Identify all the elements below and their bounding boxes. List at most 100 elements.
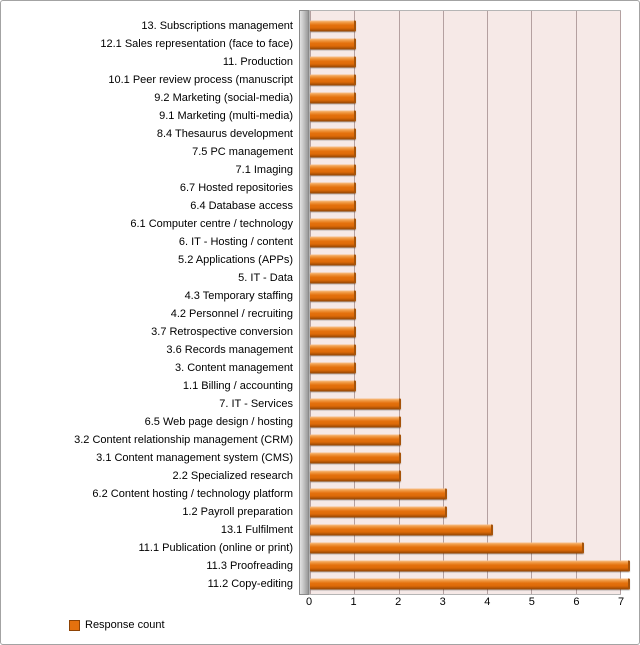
chart-row: 12.1 Sales representation (face to face) bbox=[11, 35, 629, 53]
category-label: 6.7 Hosted repositories bbox=[179, 182, 293, 194]
bar-track bbox=[309, 269, 629, 287]
category-label: 7. IT - Services bbox=[219, 398, 293, 410]
category-label: 12.1 Sales representation (face to face) bbox=[100, 38, 293, 50]
bar-track bbox=[309, 503, 629, 521]
gridline bbox=[531, 11, 533, 594]
chart-row: 3. Content management bbox=[11, 359, 629, 377]
chart-row: 7.1 Imaging bbox=[11, 161, 629, 179]
legend: Response count bbox=[69, 619, 629, 631]
category-label: 3.2 Content relationship management (CRM… bbox=[74, 434, 293, 446]
plot-area: 13. Subscriptions management 12.1 Sales r… bbox=[11, 10, 630, 595]
category-label: 11.1 Publication (online or print) bbox=[138, 542, 294, 554]
bar bbox=[310, 524, 493, 536]
bar bbox=[310, 434, 402, 446]
category-label: 7.5 PC management bbox=[192, 146, 293, 158]
chart-row: 10.1 Peer review process (manuscript bbox=[11, 71, 629, 89]
category-label: 11.3 Proofreading bbox=[206, 560, 293, 572]
bar-track bbox=[309, 71, 629, 89]
category-label: 3. Content management bbox=[174, 362, 293, 374]
bar-track bbox=[309, 467, 629, 485]
legend-swatch-icon bbox=[69, 619, 80, 631]
gridline bbox=[575, 11, 577, 594]
bar-track bbox=[309, 35, 629, 53]
bar bbox=[310, 146, 356, 158]
bar bbox=[310, 200, 356, 212]
bar-track bbox=[309, 215, 629, 233]
category-label: 3.6 Records management bbox=[166, 344, 293, 356]
category-label: 5.2 Applications (APPs) bbox=[178, 254, 293, 266]
bar bbox=[310, 218, 356, 230]
x-tick-label: 6 bbox=[573, 596, 580, 608]
bar-track bbox=[309, 359, 629, 377]
bar-track bbox=[309, 179, 629, 197]
chart-row: 11.3 Proofreading bbox=[11, 557, 630, 575]
chart-row: 7. IT - Services bbox=[11, 395, 629, 413]
bar-track bbox=[309, 557, 630, 575]
chart-row: 6.2 Content hosting / technology platfor… bbox=[11, 485, 629, 503]
bar bbox=[310, 92, 356, 104]
bar-track bbox=[309, 197, 629, 215]
chart-row: 4.3 Temporary staffing bbox=[11, 287, 629, 305]
legend-label: Response count bbox=[85, 619, 165, 631]
chart-row: 11. Production bbox=[11, 53, 629, 71]
bar-track bbox=[309, 161, 629, 179]
bar bbox=[310, 416, 402, 428]
bar bbox=[310, 380, 356, 392]
chart-row: 6.1 Computer centre / technology bbox=[11, 215, 629, 233]
category-label: 6. IT - Hosting / content bbox=[178, 236, 293, 248]
bar-track bbox=[309, 53, 629, 71]
category-label: 9.1 Marketing (multi-media) bbox=[159, 110, 293, 122]
bar bbox=[310, 470, 402, 482]
bar-track bbox=[309, 125, 629, 143]
x-tick-label: 0 bbox=[305, 596, 313, 608]
bar bbox=[310, 164, 356, 176]
bar bbox=[310, 74, 356, 86]
chart-row: 13.1 Fulfilment bbox=[11, 521, 629, 539]
category-label: 3.1 Content management system (CMS) bbox=[96, 452, 293, 464]
x-tick-label: 5 bbox=[528, 596, 535, 608]
axis-wall bbox=[299, 10, 309, 595]
bar bbox=[310, 488, 448, 500]
bar bbox=[310, 290, 356, 302]
chart-row: 5. IT - Data bbox=[11, 269, 629, 287]
bar bbox=[310, 398, 402, 410]
category-label: 11. Production bbox=[222, 56, 293, 68]
chart-row: 3.7 Retrospective conversion bbox=[11, 323, 629, 341]
chart-row: 5.2 Applications (APPs) bbox=[11, 251, 629, 269]
chart-row: 1.1 Billing / accounting bbox=[11, 377, 629, 395]
bar-track bbox=[309, 413, 629, 431]
x-tick-label: 7 bbox=[617, 596, 625, 608]
chart-row: 6. IT - Hosting / content bbox=[11, 233, 629, 251]
bar bbox=[310, 128, 356, 140]
bar bbox=[310, 254, 356, 266]
bar-track bbox=[309, 17, 629, 35]
bar bbox=[310, 272, 356, 284]
bar bbox=[310, 38, 356, 50]
category-label: 8.4 Thesaurus development bbox=[156, 128, 293, 140]
gridline bbox=[620, 11, 621, 594]
category-label: 6.5 Web page design / hosting bbox=[144, 416, 293, 428]
chart-row: 11.2 Copy-editing bbox=[11, 575, 630, 593]
bar bbox=[310, 560, 630, 572]
bar-track bbox=[309, 341, 629, 359]
gridline bbox=[398, 11, 400, 594]
bar bbox=[310, 452, 402, 464]
bar bbox=[310, 506, 448, 518]
category-label: 6.2 Content hosting / technology platfor… bbox=[92, 488, 293, 500]
x-axis: 0 1 2 3 4 5 6 7 bbox=[305, 596, 625, 612]
bar-track bbox=[309, 323, 629, 341]
chart-rows: 13. Subscriptions management 12.1 Sales r… bbox=[11, 17, 630, 593]
bar-track bbox=[309, 431, 629, 449]
bar-track bbox=[309, 305, 629, 323]
bar-track bbox=[309, 521, 629, 539]
bar bbox=[310, 56, 356, 68]
category-label: 9.2 Marketing (social-media) bbox=[154, 92, 293, 104]
bar-track bbox=[309, 287, 629, 305]
category-label: 13.1 Fulfilment bbox=[220, 524, 293, 536]
bar-track bbox=[309, 539, 629, 557]
bar-track bbox=[309, 251, 629, 269]
chart-row: 3.2 Content relationship management (CRM… bbox=[11, 431, 629, 449]
bar bbox=[310, 110, 356, 122]
bar-track bbox=[309, 89, 629, 107]
chart-row: 6.4 Database access bbox=[11, 197, 629, 215]
